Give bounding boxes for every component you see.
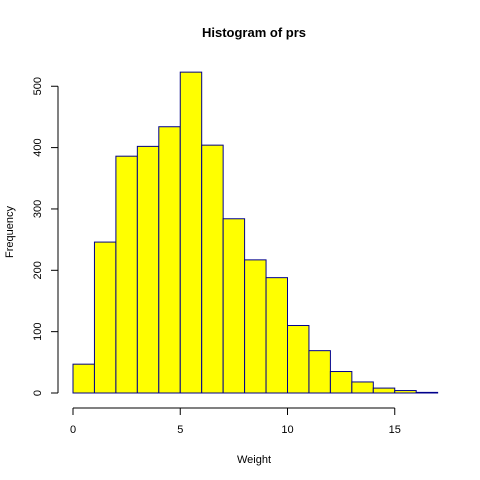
histogram-bar [372, 387, 396, 394]
histogram-bar [415, 391, 439, 394]
x-tick-label: 5 [177, 424, 183, 436]
histogram-bar [115, 155, 138, 394]
y-tick-label: 500 [32, 77, 44, 95]
histogram-bar [287, 325, 310, 394]
y-axis: 0 100 200 300 400 500 [32, 77, 59, 396]
x-axis: 0 5 10 15 [70, 407, 401, 436]
histogram-bar [179, 71, 203, 394]
x-tick-label: 0 [70, 424, 76, 436]
chart-title: Histogram of prs [202, 25, 306, 40]
histogram-bar [244, 259, 267, 394]
histogram-bar [265, 277, 288, 394]
histogram-bar [308, 350, 331, 394]
bars-group [72, 71, 439, 394]
histogram-bar [93, 241, 117, 394]
histogram-bar [158, 126, 181, 394]
histogram-bar [394, 390, 417, 394]
y-tick-label: 200 [32, 261, 44, 279]
histogram-bar [201, 144, 224, 394]
histogram-bar [136, 145, 160, 394]
histogram-bar [222, 218, 246, 394]
y-tick-label: 0 [32, 390, 44, 396]
y-tick-label: 100 [32, 322, 44, 340]
x-axis-label: Weight [237, 454, 271, 466]
y-tick-label: 300 [32, 200, 44, 218]
histogram-bar [72, 363, 95, 394]
y-axis-label: Frequency [4, 206, 16, 258]
y-tick-label: 400 [32, 138, 44, 156]
histogram-bar [329, 371, 353, 394]
x-tick-label: 10 [281, 424, 293, 436]
histogram-bar [351, 381, 374, 394]
x-tick-label: 15 [389, 424, 401, 436]
